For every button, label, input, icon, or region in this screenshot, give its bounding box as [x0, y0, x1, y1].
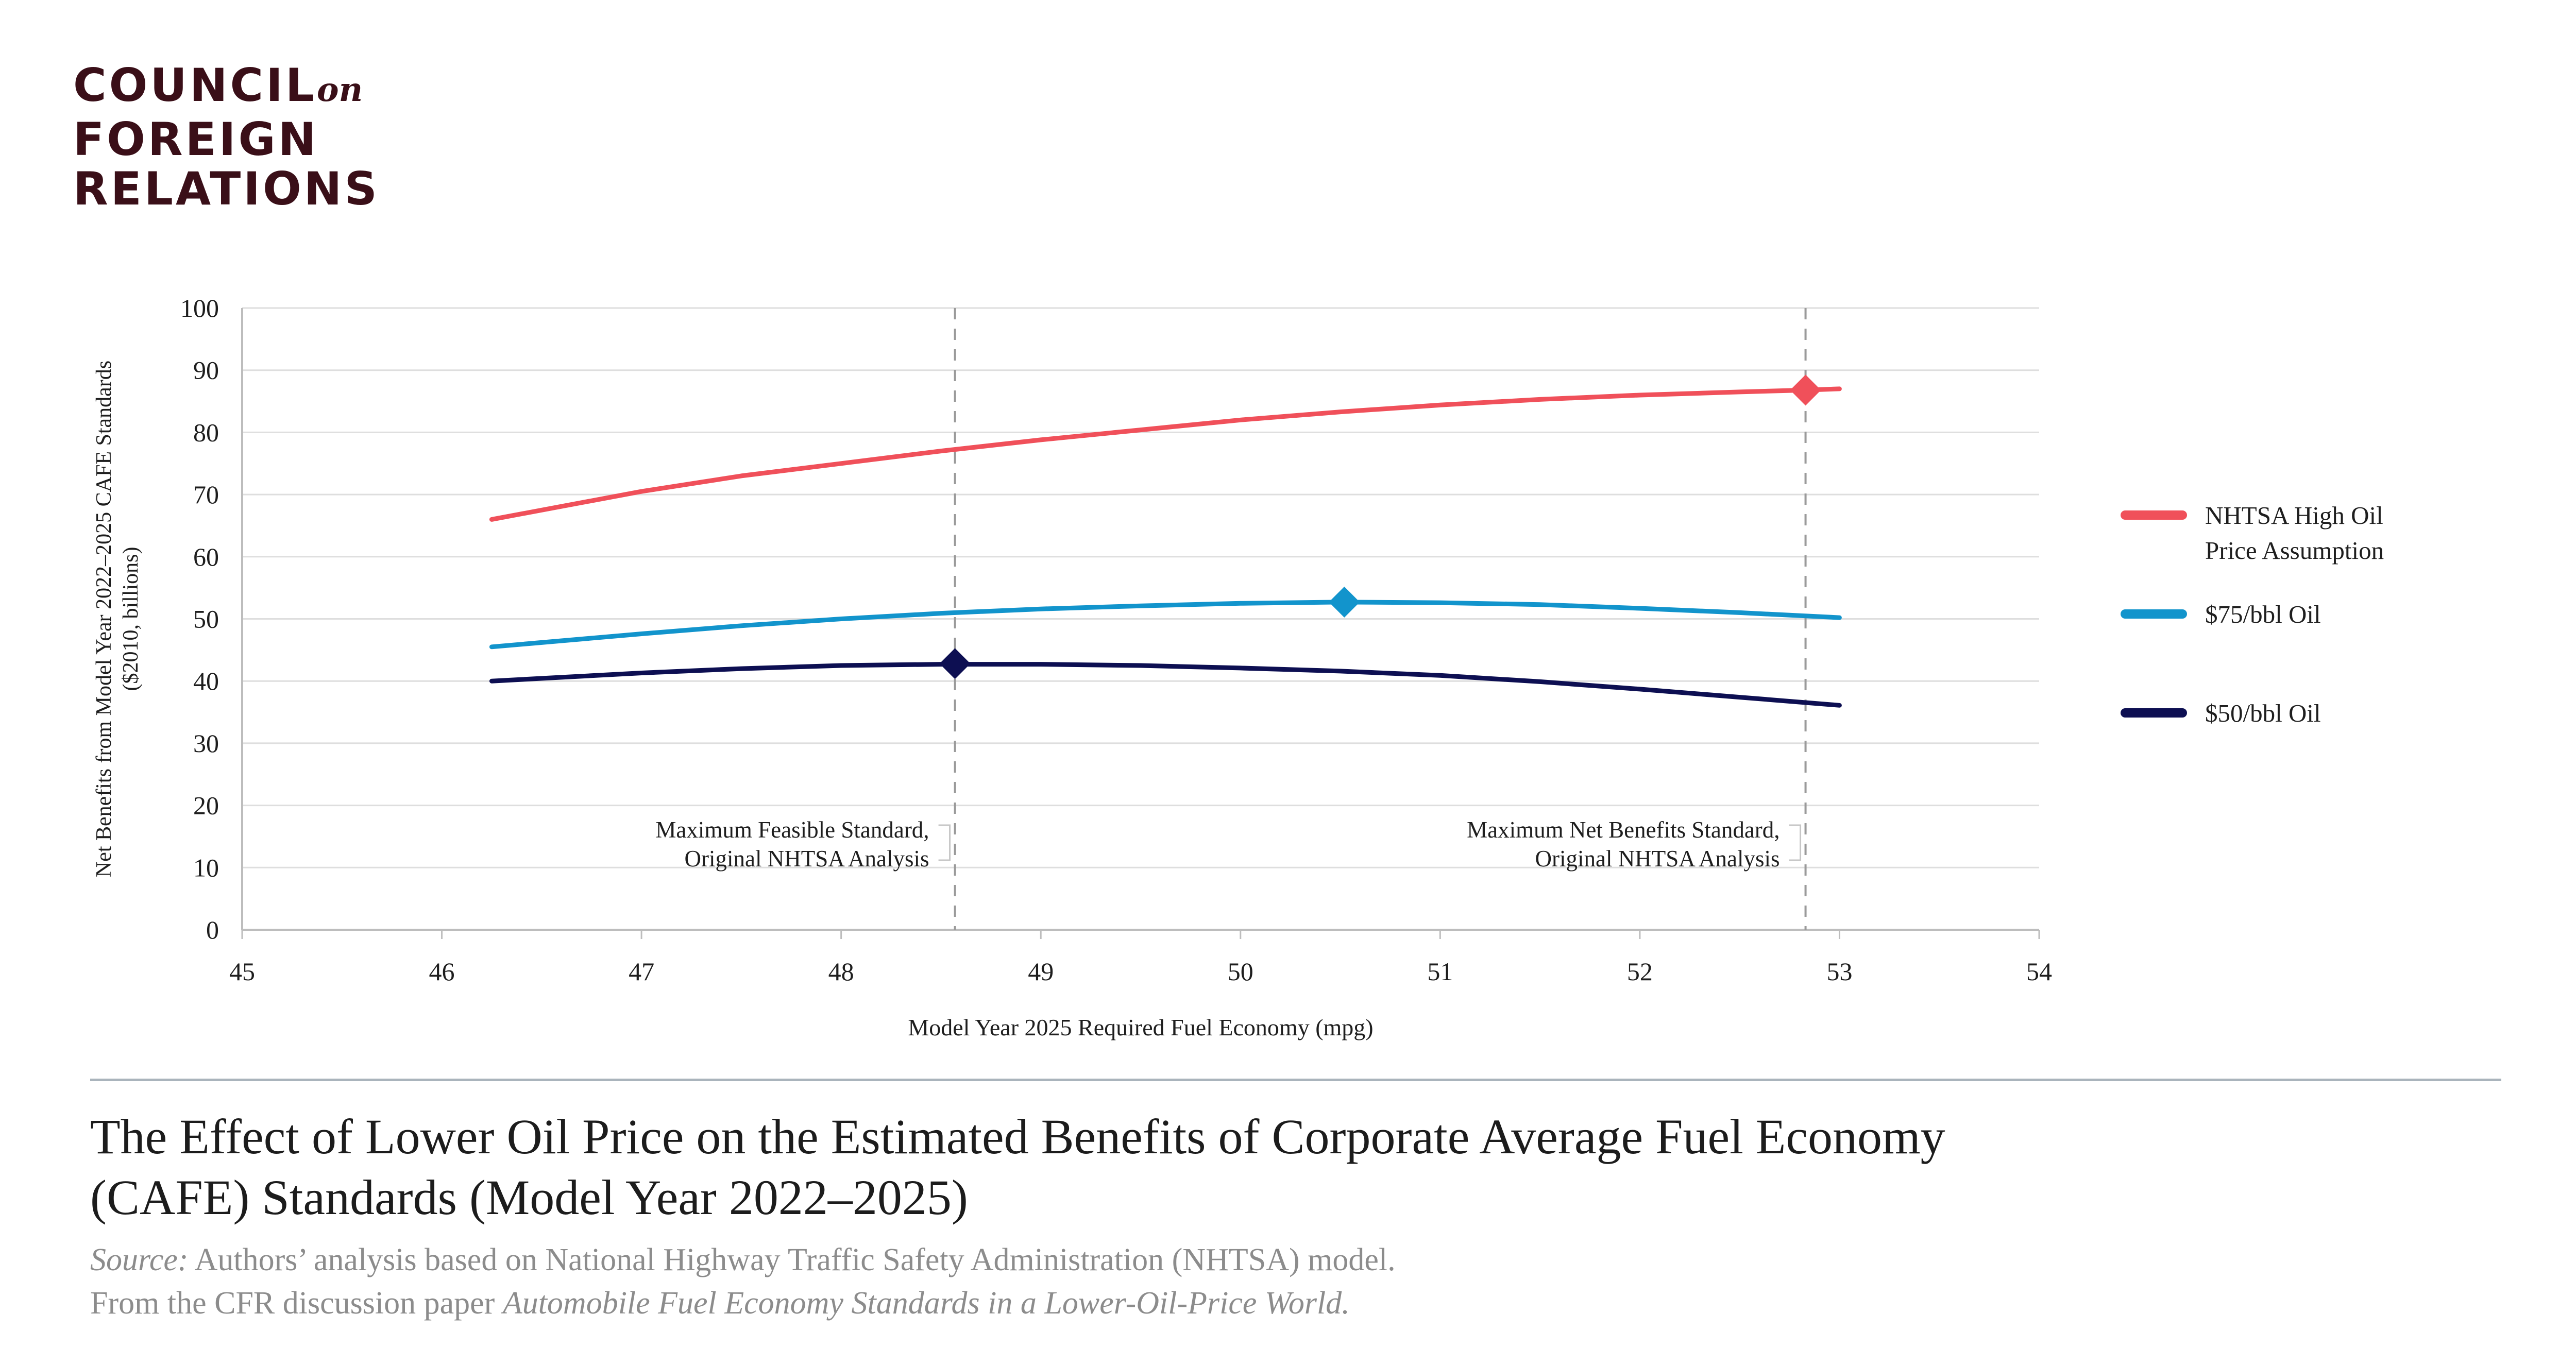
y-tick-label-20: 20 — [193, 791, 219, 820]
x-tick-label-45: 45 — [229, 957, 255, 986]
paper-line: From the CFR discussion paper Automobile… — [90, 1282, 2409, 1325]
y-tick-label-40: 40 — [193, 667, 219, 695]
source-note: Source: Authors’ analysis based on Natio… — [90, 1238, 2409, 1325]
y-axis-title-line-2: ($2010, billions) — [119, 547, 143, 691]
reference-label-2-line-2: Original NHTSA Analysis — [1535, 846, 1780, 872]
legend-label-1-line-1: NHTSA High Oil — [2205, 501, 2383, 530]
logo-on: on — [316, 71, 363, 109]
reference-label-bracket-1 — [938, 824, 951, 861]
logo-line-3: RELATIONS — [73, 162, 380, 215]
series-line-2 — [489, 600, 1842, 650]
from-text: From the CFR discussion paper — [90, 1286, 503, 1321]
legend-label-1-line-2: Price Assumption — [2205, 536, 2384, 565]
y-tick-label-10: 10 — [193, 853, 219, 882]
y-tick-label-100: 100 — [180, 294, 219, 322]
series-marker-3 — [939, 648, 971, 679]
reference-label-1-line-1: Maximum Feasible Standard, — [655, 817, 929, 843]
x-tick-label-48: 48 — [828, 957, 854, 986]
logo-line-2: FOREIGN — [73, 113, 319, 166]
chart-title-line-1: The Effect of Lower Oil Price on the Est… — [90, 1109, 1945, 1164]
logo-line-1: COUNCILon — [73, 61, 380, 115]
reference-label-2-line-1: Maximum Net Benefits Standard, — [1467, 817, 1780, 843]
reference-label-1-line-2: Original NHTSA Analysis — [685, 846, 929, 872]
reference-label-bracket-2 — [1789, 824, 1802, 861]
x-tick-label-51: 51 — [1427, 957, 1453, 986]
source-label: Source: — [90, 1242, 189, 1277]
x-axis-title: Model Year 2025 Required Fuel Economy (m… — [908, 1014, 1373, 1040]
line-chart: 0 10 20 30 40 50 60 70 80 90 100 45 46 47 48 49 50 51 52 53… — [92, 294, 2384, 1040]
y-tick-label-60: 60 — [193, 542, 219, 571]
logo-council: COUNCIL — [73, 59, 317, 112]
series-marker-1 — [1790, 374, 1821, 406]
x-tick-label-53: 53 — [1826, 957, 1852, 986]
x-tick-label-52: 52 — [1627, 957, 1653, 986]
y-axis-title-line-1: Net Benefits from Model Year 2022–2025 C… — [92, 361, 116, 877]
chart-title: The Effect of Lower Oil Price on the Est… — [90, 1106, 2409, 1228]
y-tick-label-70: 70 — [193, 480, 219, 509]
chart-title-line-2: (CAFE) Standards (Model Year 2022–2025) — [90, 1170, 968, 1225]
x-tick-label-49: 49 — [1028, 957, 1054, 986]
series-line-1 — [489, 386, 1842, 522]
footer-divider — [90, 1079, 2501, 1081]
source-line: Source: Authors’ analysis based on Natio… — [90, 1238, 2409, 1282]
y-tick-label-80: 80 — [193, 418, 219, 447]
x-tick-label-50: 50 — [1228, 957, 1253, 986]
y-tick-label-50: 50 — [193, 605, 219, 634]
y-axis-title: Net Benefits from Model Year 2022–2025 C… — [92, 361, 143, 877]
y-tick-label-90: 90 — [193, 356, 219, 385]
x-tick-label-46: 46 — [429, 957, 455, 986]
y-tick-label-30: 30 — [193, 729, 219, 758]
paper-title: Automobile Fuel Economy Standards in a L… — [502, 1286, 1350, 1321]
x-tick-label-47: 47 — [629, 957, 654, 986]
series-line-3 — [489, 662, 1842, 708]
x-tick-label-54: 54 — [2026, 957, 2052, 986]
legend-label-2-line-1: $75/bbl Oil — [2205, 600, 2321, 628]
source-text: Authors’ analysis based on National High… — [188, 1242, 1396, 1277]
cfr-logo: COUNCILon FOREIGN RELATIONS — [73, 61, 380, 214]
legend-label-3-line-1: $50/bbl Oil — [2205, 699, 2321, 727]
y-tick-label-0: 0 — [206, 915, 219, 944]
series-marker-2 — [1329, 586, 1360, 618]
